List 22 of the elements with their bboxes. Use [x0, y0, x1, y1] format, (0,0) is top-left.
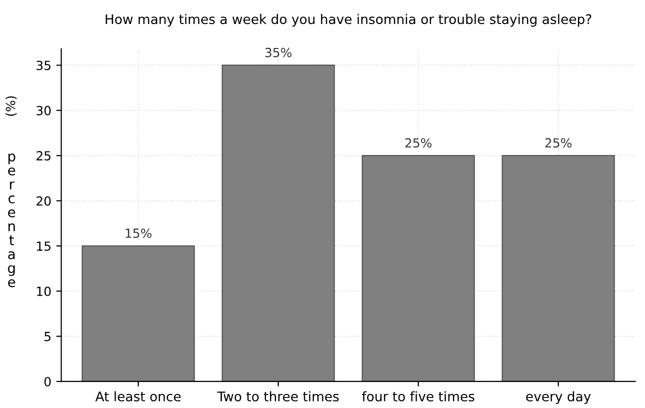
- bar: [222, 64, 335, 382]
- data-label: 25%: [545, 138, 572, 148]
- y-tick-label: 15: [37, 242, 50, 251]
- text: percentage (%): [6, 96, 17, 288]
- x-tick-label: four to five times: [362, 391, 474, 402]
- x-tick-label: Two to three times: [217, 391, 339, 402]
- y-tick-label: 25: [36, 151, 50, 161]
- y-tick-label: 20: [36, 196, 51, 206]
- x-tick-label: every day: [526, 391, 591, 404]
- bar: [82, 245, 195, 382]
- y-tick-label: 10: [37, 286, 51, 296]
- bar: [502, 155, 615, 382]
- bar: [362, 155, 475, 382]
- y-tick-label: 30: [36, 106, 51, 116]
- data-label: 35%: [265, 48, 292, 58]
- x-tick-label: At least once: [95, 391, 181, 402]
- y-tick-label: 35: [36, 60, 50, 70]
- y-tick-label: 0: [44, 376, 51, 386]
- data-label: 25%: [405, 138, 432, 148]
- data-label: 15%: [126, 228, 152, 238]
- y-tick-label: 5: [44, 332, 50, 342]
- chart-title: How many times a week do you have insomnia or trouble staying asleep?: [106, 14, 592, 27]
